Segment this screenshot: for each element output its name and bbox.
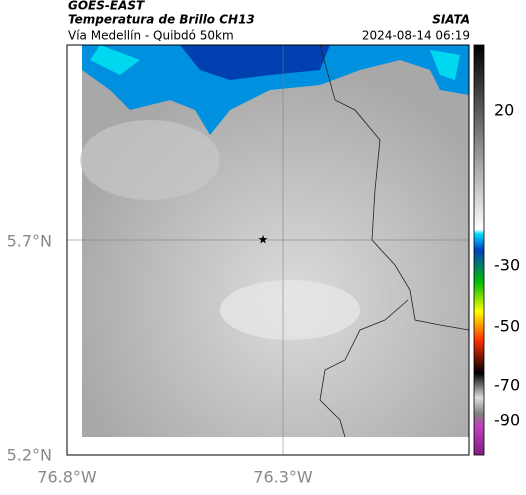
location-star: ★ bbox=[258, 233, 269, 247]
title: Temperatura de Brillo CH13 bbox=[68, 13, 255, 27]
datetime: 2024-08-14 06:19 bbox=[362, 29, 470, 43]
colorbar bbox=[473, 44, 485, 456]
colorbar-tick: -30 bbox=[494, 256, 520, 275]
lon-label: 76.8°W bbox=[37, 468, 97, 487]
cloud bbox=[220, 280, 360, 340]
colorbar-tick: 20 bbox=[494, 101, 514, 120]
lon-label: 76.3°W bbox=[253, 468, 313, 487]
lat-label: 5.7°N bbox=[7, 232, 52, 251]
cold-cloud bbox=[82, 45, 469, 135]
colorbar-tick: -90 bbox=[494, 411, 520, 430]
map-border bbox=[66, 44, 470, 456]
satellite: GOES-EAST bbox=[68, 0, 145, 13]
source: SIATA bbox=[432, 13, 470, 27]
map: ★ bbox=[66, 44, 470, 456]
imagery bbox=[82, 45, 469, 437]
colorbar-tick: -50 bbox=[494, 317, 520, 336]
lat-label: 5.2°N bbox=[7, 446, 52, 465]
colorbar-tick: -70 bbox=[494, 376, 520, 395]
cold-cloud bbox=[180, 45, 330, 80]
cloud bbox=[80, 120, 220, 200]
subtitle: Vía Medellín - Quibdó 50km bbox=[68, 29, 234, 43]
